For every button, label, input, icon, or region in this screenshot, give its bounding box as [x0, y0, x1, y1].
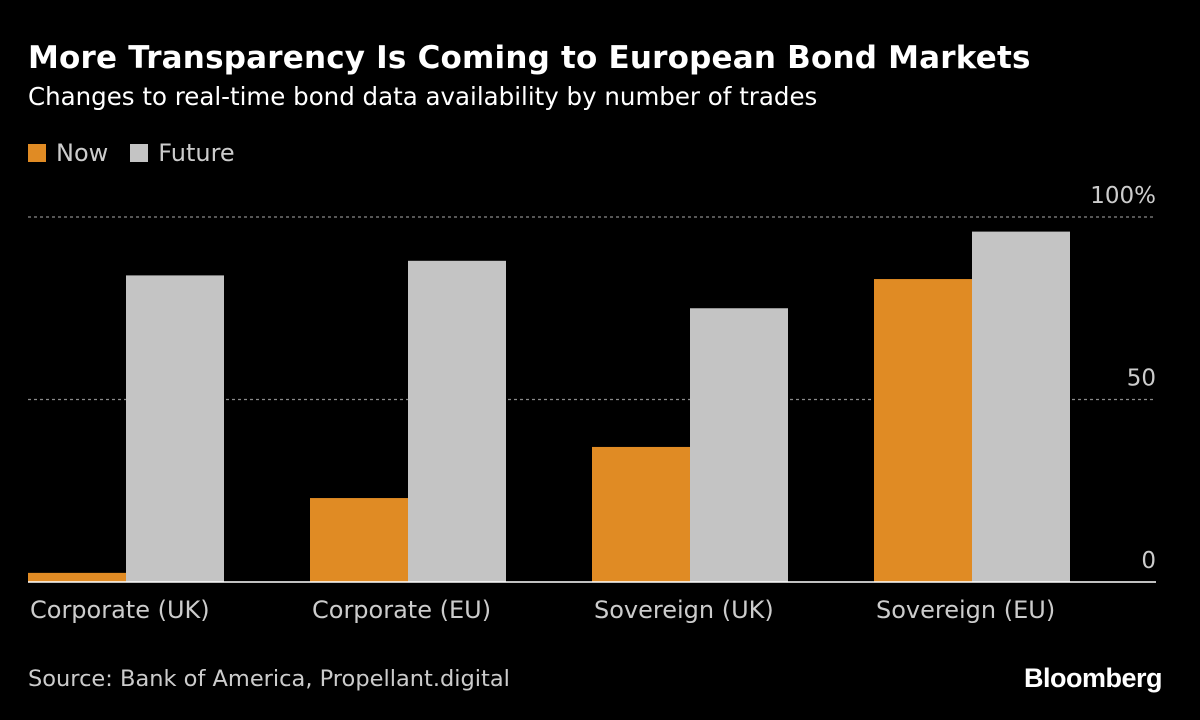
bloomberg-logo: Bloomberg — [1023, 663, 1163, 693]
legend-label-future: Future — [158, 139, 235, 167]
source-note: Source: Bank of America, Propellant.digi… — [28, 666, 510, 692]
x-tick-label-3: Sovereign (EU) — [876, 596, 1055, 624]
x-tick-label-1: Corporate (EU) — [312, 596, 491, 624]
bar-now-3 — [874, 279, 972, 582]
y-tick-label-2: 100% — [1090, 183, 1156, 209]
legend-item-future: Future — [130, 139, 235, 167]
bar-now-2 — [592, 446, 690, 582]
legend-item-now: Now — [28, 139, 108, 167]
bar-now-1 — [310, 498, 408, 582]
legend: Now Future — [28, 138, 257, 168]
chart-subtitle: Changes to real-time bond data availabil… — [28, 82, 818, 111]
x-tick-label-0: Corporate (UK) — [30, 596, 210, 624]
legend-swatch-future — [130, 144, 149, 162]
y-tick-label-1: 50 — [1127, 366, 1156, 392]
bar-future-2 — [690, 308, 788, 582]
y-tick-label-0: 0 — [1141, 548, 1156, 574]
bar-future-0 — [126, 275, 224, 582]
x-tick-label-2: Sovereign (UK) — [594, 596, 774, 624]
chart-title: More Transparency Is Coming to European … — [28, 40, 1031, 76]
bar-future-3 — [972, 231, 1070, 582]
legend-swatch-now — [28, 144, 46, 162]
bar-future-1 — [408, 260, 506, 582]
legend-label-now: Now — [56, 139, 109, 167]
bar-now-0 — [28, 572, 126, 582]
